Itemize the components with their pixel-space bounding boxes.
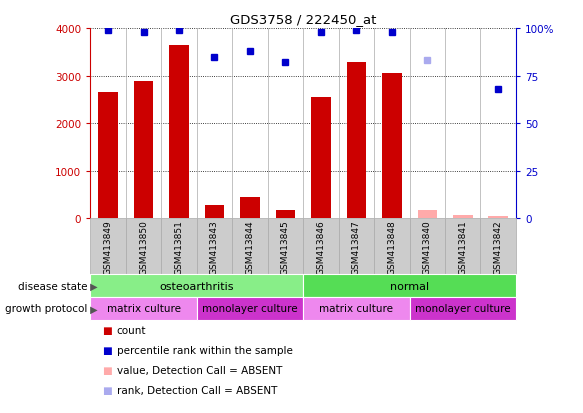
- Text: GSM413850: GSM413850: [139, 219, 148, 274]
- Text: percentile rank within the sample: percentile rank within the sample: [117, 345, 293, 355]
- Bar: [347, 63, 366, 219]
- Text: growth protocol: growth protocol: [5, 304, 87, 314]
- Text: ▶: ▶: [87, 304, 98, 314]
- Bar: [445, 219, 480, 275]
- Bar: [161, 219, 197, 275]
- Text: monolayer culture: monolayer culture: [202, 304, 298, 314]
- Text: normal: normal: [390, 281, 429, 291]
- Bar: [240, 197, 259, 219]
- Bar: [205, 205, 224, 219]
- Bar: [169, 46, 189, 219]
- Bar: [417, 210, 437, 219]
- Bar: [126, 219, 161, 275]
- Bar: [276, 211, 295, 219]
- Title: GDS3758 / 222450_at: GDS3758 / 222450_at: [230, 13, 377, 26]
- Text: GSM413840: GSM413840: [423, 219, 432, 274]
- Bar: [303, 219, 339, 275]
- Bar: [196, 297, 303, 320]
- Bar: [409, 219, 445, 275]
- Bar: [303, 275, 516, 297]
- Bar: [90, 275, 303, 297]
- Text: value, Detection Call = ABSENT: value, Detection Call = ABSENT: [117, 365, 282, 375]
- Text: count: count: [117, 325, 146, 335]
- Bar: [268, 219, 303, 275]
- Text: monolayer culture: monolayer culture: [415, 304, 511, 314]
- Text: GSM413849: GSM413849: [104, 219, 113, 274]
- Text: osteoarthritis: osteoarthritis: [160, 281, 234, 291]
- Bar: [196, 219, 232, 275]
- Text: matrix culture: matrix culture: [107, 304, 181, 314]
- Text: GSM413846: GSM413846: [317, 219, 325, 274]
- Bar: [453, 215, 472, 219]
- Text: GSM413842: GSM413842: [494, 220, 503, 274]
- Text: GSM413845: GSM413845: [281, 219, 290, 274]
- Bar: [303, 297, 409, 320]
- Text: GSM413851: GSM413851: [174, 219, 184, 274]
- Text: ■: ■: [102, 325, 112, 335]
- Bar: [409, 297, 516, 320]
- Bar: [382, 74, 402, 219]
- Text: disease state: disease state: [18, 281, 87, 291]
- Bar: [311, 98, 331, 219]
- Bar: [232, 219, 268, 275]
- Bar: [480, 219, 516, 275]
- Text: ■: ■: [102, 345, 112, 355]
- Bar: [339, 219, 374, 275]
- Bar: [134, 82, 153, 219]
- Text: GSM413847: GSM413847: [352, 219, 361, 274]
- Text: GSM413844: GSM413844: [245, 220, 254, 274]
- Text: GSM413841: GSM413841: [458, 219, 467, 274]
- Text: GSM413848: GSM413848: [387, 219, 396, 274]
- Text: GSM413843: GSM413843: [210, 219, 219, 274]
- Bar: [374, 219, 409, 275]
- Text: ■: ■: [102, 365, 112, 375]
- Text: ▶: ▶: [87, 281, 98, 291]
- Bar: [489, 216, 508, 219]
- Text: matrix culture: matrix culture: [319, 304, 394, 314]
- Bar: [90, 297, 196, 320]
- Bar: [99, 93, 118, 219]
- Text: rank, Detection Call = ABSENT: rank, Detection Call = ABSENT: [117, 385, 277, 395]
- Bar: [90, 219, 126, 275]
- Text: ■: ■: [102, 385, 112, 395]
